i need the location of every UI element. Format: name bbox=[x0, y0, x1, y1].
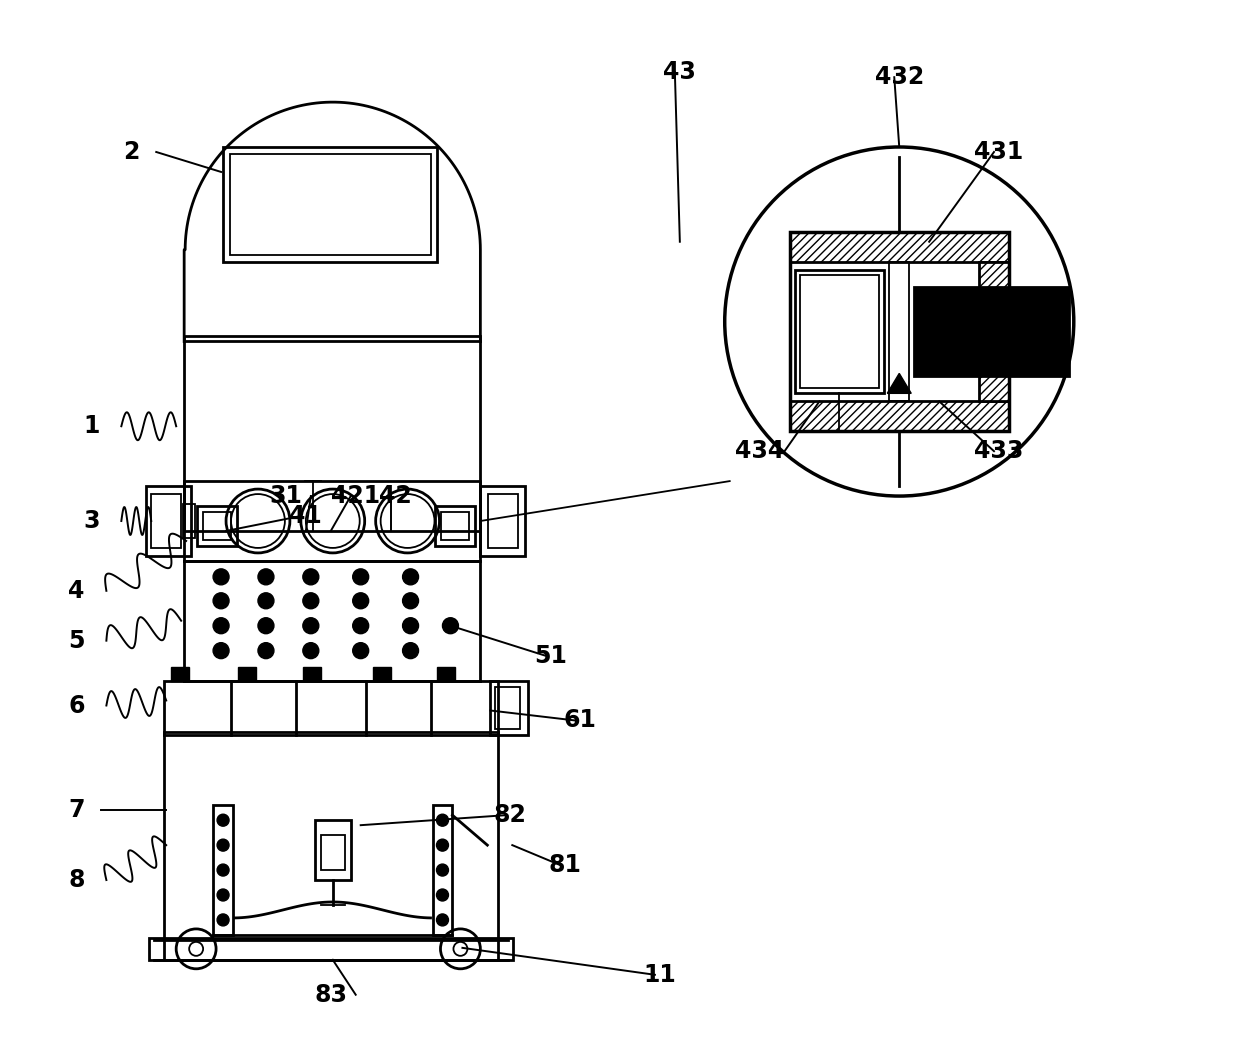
Bar bbox=[480, 486, 526, 556]
Bar bbox=[203, 512, 231, 540]
Text: 7: 7 bbox=[68, 798, 84, 822]
Text: 82: 82 bbox=[494, 804, 527, 828]
Text: 31: 31 bbox=[269, 484, 303, 508]
Text: 5: 5 bbox=[68, 629, 84, 653]
Text: 432: 432 bbox=[874, 66, 924, 90]
Text: 434: 434 bbox=[735, 439, 784, 463]
Text: 8: 8 bbox=[68, 868, 84, 892]
Bar bbox=[435, 506, 475, 545]
Circle shape bbox=[352, 568, 368, 585]
Bar bbox=[213, 806, 233, 935]
Circle shape bbox=[258, 642, 274, 659]
Bar bbox=[303, 666, 321, 681]
Text: 421: 421 bbox=[331, 484, 381, 508]
Bar bbox=[438, 666, 455, 681]
Bar bbox=[223, 147, 438, 261]
Bar bbox=[495, 687, 521, 730]
Text: 1: 1 bbox=[83, 414, 99, 438]
Circle shape bbox=[258, 568, 274, 585]
Bar bbox=[231, 154, 430, 255]
Bar bbox=[321, 835, 345, 870]
Text: 6: 6 bbox=[68, 693, 84, 717]
Text: 61: 61 bbox=[564, 709, 596, 733]
Circle shape bbox=[352, 642, 368, 659]
Text: 2: 2 bbox=[123, 139, 139, 164]
Text: 83: 83 bbox=[314, 983, 347, 1007]
Circle shape bbox=[213, 642, 229, 659]
Bar bbox=[914, 286, 1069, 377]
Bar bbox=[373, 666, 391, 681]
Bar bbox=[790, 402, 1009, 431]
Circle shape bbox=[258, 617, 274, 634]
Bar bbox=[238, 666, 255, 681]
Circle shape bbox=[352, 617, 368, 634]
Bar bbox=[164, 681, 498, 735]
Circle shape bbox=[258, 592, 274, 609]
Circle shape bbox=[217, 914, 229, 925]
Bar bbox=[197, 506, 237, 545]
Circle shape bbox=[213, 592, 229, 609]
Text: 431: 431 bbox=[975, 139, 1023, 164]
Bar bbox=[185, 336, 480, 531]
Text: 4: 4 bbox=[68, 579, 84, 603]
Text: 51: 51 bbox=[533, 643, 567, 667]
Text: 433: 433 bbox=[975, 439, 1024, 463]
Bar bbox=[315, 820, 351, 880]
Circle shape bbox=[436, 889, 449, 900]
Bar bbox=[184, 504, 195, 538]
Polygon shape bbox=[888, 374, 911, 393]
Circle shape bbox=[303, 642, 319, 659]
Bar bbox=[889, 261, 909, 402]
Bar bbox=[146, 486, 191, 556]
Circle shape bbox=[303, 568, 319, 585]
Bar bbox=[489, 494, 518, 548]
Bar bbox=[441, 512, 470, 540]
Circle shape bbox=[303, 592, 319, 609]
Circle shape bbox=[213, 568, 229, 585]
Circle shape bbox=[436, 864, 449, 877]
Bar bbox=[171, 666, 190, 681]
Circle shape bbox=[403, 592, 419, 609]
Circle shape bbox=[443, 617, 459, 634]
Text: 81: 81 bbox=[549, 853, 582, 878]
Circle shape bbox=[213, 617, 229, 634]
Bar bbox=[790, 232, 1009, 431]
Bar bbox=[151, 494, 181, 548]
Circle shape bbox=[724, 147, 1074, 497]
Bar bbox=[433, 806, 453, 935]
Circle shape bbox=[352, 592, 368, 609]
Bar bbox=[790, 232, 1009, 261]
Circle shape bbox=[403, 568, 419, 585]
Text: 42: 42 bbox=[379, 484, 412, 508]
Circle shape bbox=[217, 864, 229, 877]
Circle shape bbox=[303, 617, 319, 634]
Text: 11: 11 bbox=[644, 963, 676, 987]
Circle shape bbox=[217, 814, 229, 827]
Bar bbox=[800, 275, 879, 388]
Text: 3: 3 bbox=[83, 509, 99, 533]
Bar bbox=[164, 733, 498, 960]
Bar bbox=[149, 938, 513, 960]
Text: 43: 43 bbox=[663, 60, 697, 84]
Bar bbox=[980, 261, 1009, 402]
Circle shape bbox=[403, 617, 419, 634]
Circle shape bbox=[217, 839, 229, 852]
Circle shape bbox=[436, 814, 449, 827]
Text: 41: 41 bbox=[289, 504, 322, 528]
Circle shape bbox=[217, 889, 229, 900]
Bar bbox=[185, 481, 480, 561]
Circle shape bbox=[403, 642, 419, 659]
Bar bbox=[795, 270, 884, 393]
Circle shape bbox=[436, 839, 449, 852]
Bar bbox=[490, 681, 528, 735]
Circle shape bbox=[436, 914, 449, 925]
